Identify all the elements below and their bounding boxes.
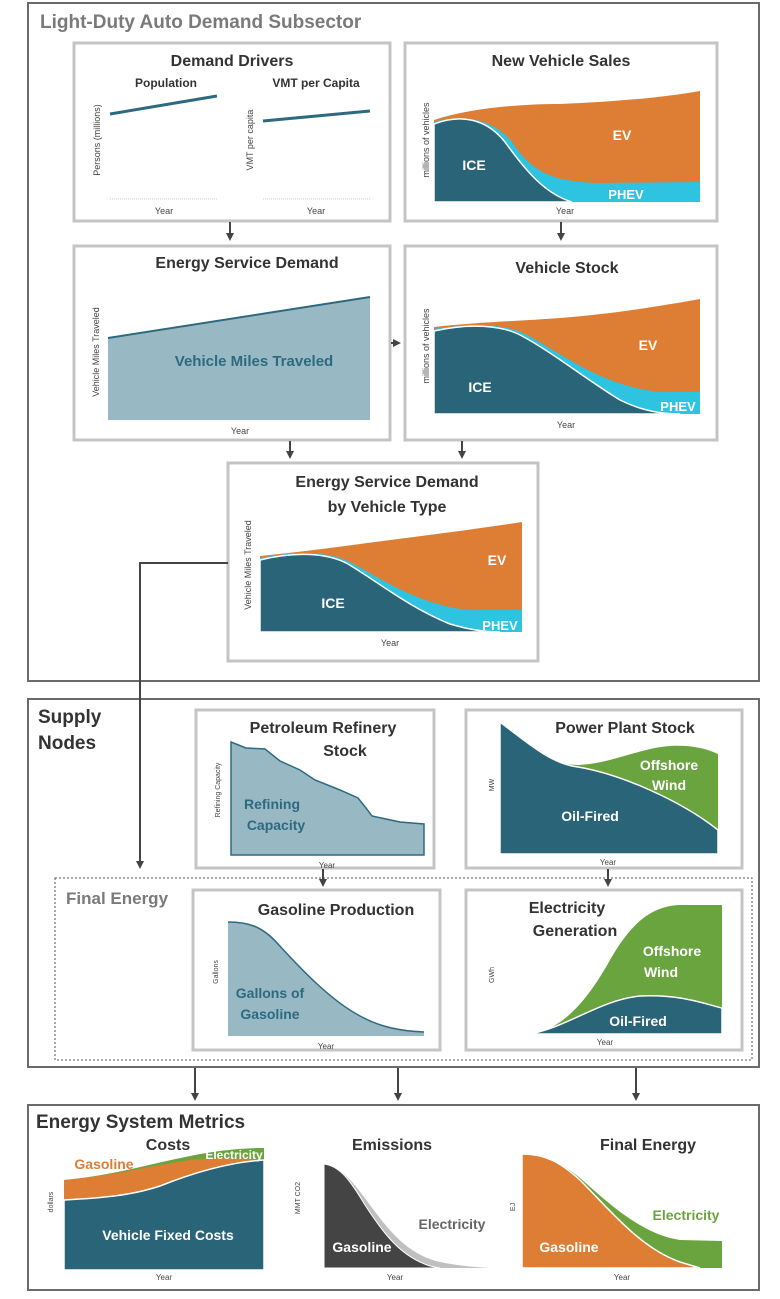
- energy-service-demand-ylabel: Vehicle Miles Traveled: [91, 307, 101, 397]
- refinery-stock-ylabel: Refining Capacity: [215, 762, 222, 817]
- supply-section-title-line1: Supply: [38, 707, 102, 728]
- vehicle-stock-xlabel: Year: [557, 420, 575, 430]
- final-energy-frame: [54, 877, 753, 1061]
- energy-service-demand-xlabel: Year: [231, 426, 249, 436]
- supply-section-title-line2: Nodes: [38, 733, 96, 754]
- power-plant-stock-xlabel: Year: [600, 858, 617, 867]
- gasoline-production-line: [227, 921, 425, 1033]
- vehicle-stock-title: Vehicle Stock: [515, 260, 618, 277]
- refining-capacity-label-line2: Capacity: [247, 817, 306, 833]
- costs-electricity-label: Electricity: [205, 1148, 263, 1162]
- supply-section-title: Supply Nodes: [38, 707, 107, 754]
- electricity-generation-xlabel: Year: [597, 1038, 614, 1047]
- electricity-oil-area: [529, 994, 723, 1035]
- electricity-generation-title-line2: Generation: [533, 923, 617, 940]
- esd-by-type-ylabel: Vehicle Miles Traveled: [243, 520, 253, 610]
- costs-gasoline-label: Gasoline: [74, 1156, 133, 1172]
- population-xlabel: Year: [155, 206, 173, 216]
- costs-fixed-area: [63, 1159, 265, 1271]
- esd-phev-label: PHEV: [482, 618, 518, 633]
- power-plant-wind-label-line2: Wind: [652, 777, 686, 793]
- vmt-top-line: [107, 296, 371, 339]
- final-energy-metric-title: Final Energy: [600, 1137, 696, 1154]
- new-vehicle-sales-ylabel: millions of vehicles: [421, 102, 431, 178]
- power-plant-stock-ylabel: MW: [489, 778, 496, 791]
- energy-service-demand-title: Energy Service Demand: [155, 255, 338, 272]
- population-ylabel: Persons (millions): [92, 104, 102, 176]
- vehicle-stock-ylabel: millions of vehicles: [421, 308, 431, 384]
- new-vehicle-sales-xlabel: Year: [556, 206, 574, 216]
- stock-ice-label: ICE: [468, 379, 491, 395]
- gasoline-production-label-line2: Gasoline: [240, 1006, 299, 1022]
- power-plant-oil-area: [499, 720, 719, 855]
- final-energy-gasoline-area: [521, 1153, 701, 1269]
- final-energy-electricity-label: Electricity: [653, 1207, 720, 1223]
- gasoline-production-ylabel: Gallons: [213, 960, 220, 984]
- electricity-wind-label-line2: Wind: [644, 964, 678, 980]
- vmt-per-capita-trend-line: [262, 109, 371, 123]
- gasoline-production-label-line1: Gallons of: [236, 985, 305, 1001]
- refining-capacity-label-line1: Refining: [244, 796, 300, 812]
- flow-arrows: [136, 222, 640, 1101]
- demand-drivers-title: Demand Drivers: [171, 53, 294, 70]
- electricity-wind-label-line1: Offshore: [643, 943, 702, 959]
- new-vehicle-sales-title: New Vehicle Sales: [492, 53, 631, 70]
- esd-ev-label: EV: [488, 552, 507, 568]
- demand-section-title: Light-Duty Auto Demand Subsector: [40, 12, 362, 33]
- population-subtitle: Population: [135, 76, 197, 90]
- vmt-area-label: Vehicle Miles Traveled: [175, 353, 333, 370]
- new-sales-ev-label: EV: [613, 127, 632, 143]
- electricity-oil-label: Oil-Fired: [609, 1013, 667, 1029]
- emissions-title: Emissions: [352, 1137, 432, 1154]
- final-energy-metric-ylabel: EJ: [510, 1203, 517, 1211]
- esd-ice-label: ICE: [321, 595, 344, 611]
- esd-by-type-xlabel: Year: [381, 638, 399, 648]
- metrics-section-title: Energy System Metrics: [36, 1112, 245, 1133]
- gasoline-production-title: Gasoline Production: [258, 902, 414, 919]
- gasoline-production-xlabel: Year: [318, 1042, 335, 1051]
- esd-ice-area: [259, 553, 501, 633]
- new-sales-phev-label: PHEV: [608, 187, 644, 202]
- metrics-section-frame: [27, 1104, 760, 1291]
- new-sales-ice-area: [433, 118, 573, 203]
- final-energy-metric-xlabel: Year: [614, 1273, 631, 1282]
- stock-ice-area: [433, 325, 681, 415]
- emissions-gasoline-area: [323, 1163, 441, 1269]
- electricity-generation-title-line1: Electricity: [529, 900, 606, 917]
- emissions-gasoline-label: Gasoline: [332, 1239, 391, 1255]
- power-plant-wind-label-line1: Offshore: [640, 757, 699, 773]
- refinery-stock-title-line2: Stock: [323, 743, 367, 760]
- vmt-per-capita-subtitle: VMT per Capita: [272, 76, 360, 90]
- final-energy-section-title: Final Energy: [66, 889, 169, 908]
- gasoline-production-area: [228, 922, 424, 1036]
- refinery-stock-title-line1: Petroleum Refinery: [250, 720, 397, 737]
- demand-drivers-panel: [72, 41, 392, 223]
- emissions-electricity-label: Electricity: [419, 1216, 486, 1232]
- esd-by-type-title-line2: by Vehicle Type: [328, 499, 447, 516]
- costs-ylabel: dollars: [48, 1191, 55, 1212]
- vmt-per-capita-ylabel: VMT per capita: [245, 110, 255, 171]
- emissions-xlabel: Year: [387, 1273, 404, 1282]
- power-plant-oil-label: Oil-Fired: [561, 808, 619, 824]
- supply-section-frame: [27, 698, 760, 1068]
- population-trend-line: [109, 94, 218, 116]
- demand-section-frame: [27, 2, 760, 682]
- esd-by-type-title-line1: Energy Service Demand: [295, 474, 478, 491]
- electricity-generation-ylabel: GWh: [489, 967, 496, 983]
- stock-ev-label: EV: [639, 337, 658, 353]
- arrow-esd-by-type-to-final-energy: [136, 562, 228, 869]
- costs-fixed-label: Vehicle Fixed Costs: [102, 1227, 234, 1243]
- new-sales-ice-label: ICE: [462, 157, 485, 173]
- power-plant-stock-title: Power Plant Stock: [555, 720, 695, 737]
- refinery-stock-xlabel: Year: [319, 861, 336, 870]
- costs-xlabel: Year: [156, 1273, 173, 1282]
- stock-phev-label: PHEV: [660, 399, 696, 414]
- refining-capacity-area: [230, 740, 425, 856]
- costs-title: Costs: [146, 1137, 191, 1154]
- emissions-ylabel: MMT CO2: [295, 1182, 302, 1214]
- vmt-per-capita-xlabel: Year: [307, 206, 325, 216]
- final-energy-gasoline-label: Gasoline: [539, 1239, 598, 1255]
